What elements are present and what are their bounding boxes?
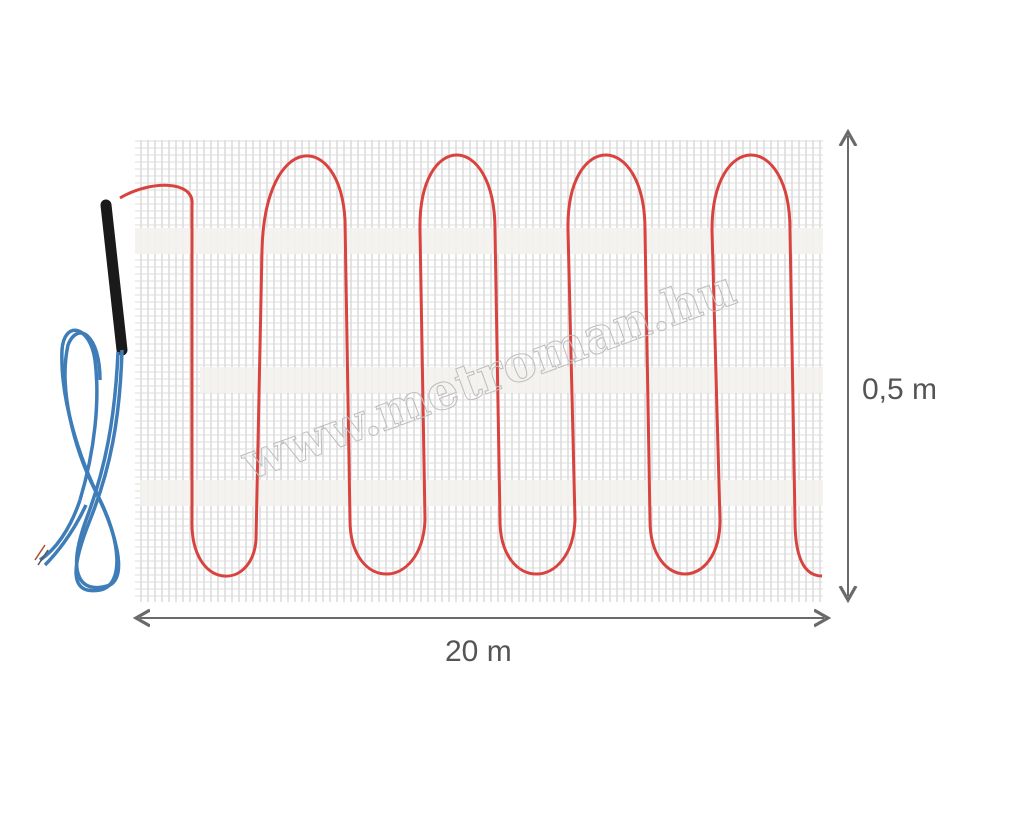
wire-ends [34,544,49,566]
supply-cable-coil [39,328,124,593]
height-label: 0,5 m [862,373,938,406]
mesh-tape-strips [135,228,823,506]
heating-cable [119,153,823,578]
cold-lead-joint [100,199,128,356]
width-label: 20 m [445,635,512,668]
